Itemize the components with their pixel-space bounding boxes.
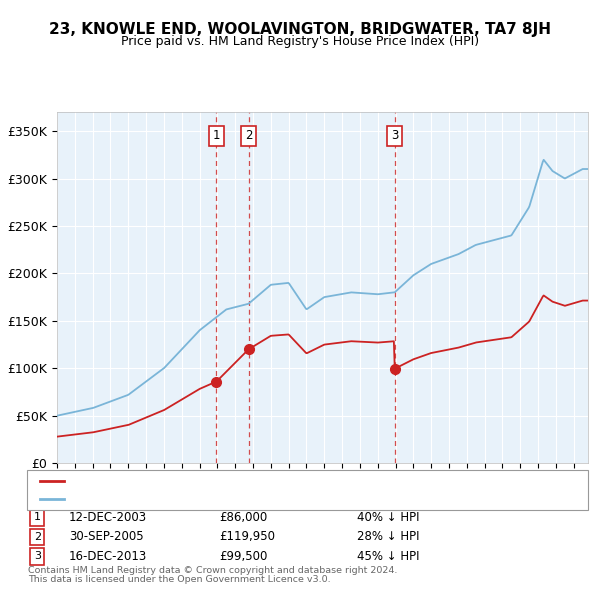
Text: 3: 3 [391, 129, 398, 142]
Text: 45% ↓ HPI: 45% ↓ HPI [357, 550, 419, 563]
Text: £99,500: £99,500 [219, 550, 268, 563]
Text: 12-DEC-2003: 12-DEC-2003 [69, 511, 147, 524]
Text: 40% ↓ HPI: 40% ↓ HPI [357, 511, 419, 524]
Text: 30-SEP-2005: 30-SEP-2005 [69, 530, 143, 543]
Text: 23, KNOWLE END, WOOLAVINGTON, BRIDGWATER, TA7 8JH: 23, KNOWLE END, WOOLAVINGTON, BRIDGWATER… [49, 22, 551, 37]
Text: 3: 3 [34, 552, 41, 561]
Text: This data is licensed under the Open Government Licence v3.0.: This data is licensed under the Open Gov… [28, 575, 331, 584]
Text: HPI: Average price, semi-detached house, Somerset: HPI: Average price, semi-detached house,… [70, 494, 355, 504]
Text: 16-DEC-2013: 16-DEC-2013 [69, 550, 147, 563]
Text: 1: 1 [34, 513, 41, 522]
Text: £86,000: £86,000 [219, 511, 267, 524]
Text: 28% ↓ HPI: 28% ↓ HPI [357, 530, 419, 543]
Text: 2: 2 [34, 532, 41, 542]
Text: Contains HM Land Registry data © Crown copyright and database right 2024.: Contains HM Land Registry data © Crown c… [28, 566, 398, 575]
Text: Price paid vs. HM Land Registry's House Price Index (HPI): Price paid vs. HM Land Registry's House … [121, 35, 479, 48]
Text: 2: 2 [245, 129, 253, 142]
Text: 23, KNOWLE END, WOOLAVINGTON, BRIDGWATER, TA7 8JH (semi-detached house): 23, KNOWLE END, WOOLAVINGTON, BRIDGWATER… [70, 477, 523, 487]
Text: 1: 1 [213, 129, 220, 142]
Text: £119,950: £119,950 [219, 530, 275, 543]
